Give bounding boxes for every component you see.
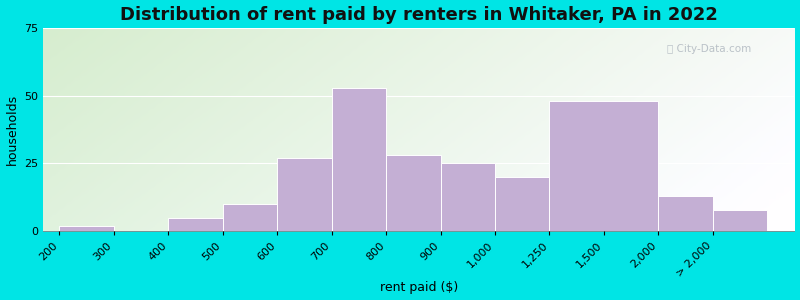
Bar (441, 164, 495, 231)
Bar (658, 196, 713, 231)
Y-axis label: households: households (6, 94, 18, 165)
Bar (168, 218, 222, 231)
Bar (550, 101, 658, 231)
Bar (222, 204, 278, 231)
X-axis label: rent paid ($): rent paid ($) (380, 281, 458, 294)
Bar (386, 155, 441, 231)
Bar (332, 88, 386, 231)
Bar (59, 226, 114, 231)
Bar (713, 209, 767, 231)
Bar (495, 177, 550, 231)
Title: Distribution of rent paid by renters in Whitaker, PA in 2022: Distribution of rent paid by renters in … (120, 6, 718, 24)
Bar (278, 158, 332, 231)
Text: ⓘ City-Data.com: ⓘ City-Data.com (666, 44, 751, 54)
